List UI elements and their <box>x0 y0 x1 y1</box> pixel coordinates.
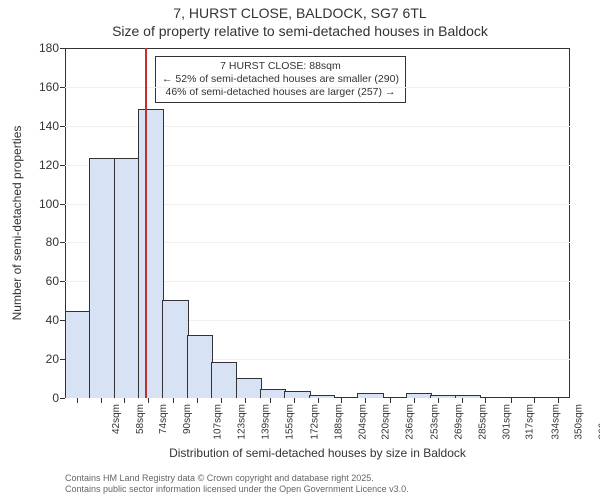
histogram-bar <box>260 389 286 398</box>
histogram-bar <box>162 300 188 398</box>
xtick-label: 123sqm <box>237 404 248 440</box>
histogram-bar <box>211 362 237 398</box>
xtick-label: 253sqm <box>430 404 441 440</box>
histogram-bar <box>65 311 91 398</box>
xtick-mark <box>77 398 78 403</box>
ytick-label: 20 <box>46 352 65 366</box>
ytick-label: 160 <box>39 80 65 94</box>
title-line-2: Size of property relative to semi-detach… <box>0 22 600 40</box>
histogram-bar <box>430 395 456 398</box>
xtick-label: 155sqm <box>284 404 295 440</box>
ytick-label: 180 <box>39 41 65 55</box>
ytick-label: 100 <box>39 197 65 211</box>
footer-line: Contains public sector information licen… <box>65 484 409 496</box>
xtick-mark <box>124 398 125 403</box>
xtick-label: 139sqm <box>261 404 272 440</box>
xtick-label: 350sqm <box>574 404 585 440</box>
footer-attribution: Contains HM Land Registry data © Crown c… <box>65 473 409 496</box>
histogram-bar <box>406 393 432 398</box>
histogram-bar <box>357 393 383 398</box>
histogram-bar <box>236 378 262 398</box>
histogram-bar <box>114 158 140 398</box>
y-axis-label: Number of semi-detached properties <box>10 126 24 321</box>
footer-line: Contains HM Land Registry data © Crown c… <box>65 473 409 485</box>
xtick-mark <box>197 398 198 403</box>
xtick-label: 90sqm <box>182 404 193 434</box>
xtick-mark <box>534 398 535 403</box>
xtick-mark <box>245 398 246 403</box>
xtick-label: 220sqm <box>381 404 392 440</box>
annotation-line: ← 52% of semi-detached houses are smalle… <box>162 73 399 86</box>
xtick-mark <box>390 398 391 403</box>
ytick-label: 0 <box>52 391 65 405</box>
chart-container: 7, HURST CLOSE, BALDOCK, SG7 6TL Size of… <box>0 0 600 500</box>
axis-right <box>569 48 570 398</box>
annotation-line: 46% of semi-detached houses are larger (… <box>162 86 399 99</box>
annotation-box: 7 HURST CLOSE: 88sqm← 52% of semi-detach… <box>155 56 406 103</box>
xtick-mark <box>294 398 295 403</box>
xtick-mark <box>511 398 512 403</box>
xtick-label: 204sqm <box>357 404 368 440</box>
x-axis-label: Distribution of semi-detached houses by … <box>169 446 466 460</box>
axis-top <box>65 48 570 49</box>
xtick-label: 107sqm <box>213 404 224 440</box>
xtick-label: 301sqm <box>501 404 512 440</box>
histogram-bar <box>138 109 164 398</box>
ytick-label: 140 <box>39 119 65 133</box>
xtick-mark <box>485 398 486 403</box>
ytick-label: 40 <box>46 313 65 327</box>
xtick-mark <box>462 398 463 403</box>
histogram-bar <box>89 158 115 398</box>
gridline <box>65 87 570 88</box>
xtick-mark <box>558 398 559 403</box>
xtick-label: 269sqm <box>454 404 465 440</box>
xtick-mark <box>414 398 415 403</box>
xtick-label: 172sqm <box>310 404 321 440</box>
xtick-label: 334sqm <box>550 404 561 440</box>
ytick-label: 80 <box>46 235 65 249</box>
histogram-bar <box>309 395 335 398</box>
xtick-label: 188sqm <box>333 404 344 440</box>
xtick-label: 236sqm <box>405 404 416 440</box>
annotation-line: 7 HURST CLOSE: 88sqm <box>162 60 399 73</box>
xtick-mark <box>270 398 271 403</box>
xtick-label: 74sqm <box>158 404 169 434</box>
xtick-label: 317sqm <box>525 404 536 440</box>
xtick-mark <box>221 398 222 403</box>
ytick-label: 120 <box>39 158 65 172</box>
xtick-mark <box>173 398 174 403</box>
xtick-mark <box>101 398 102 403</box>
reference-line <box>145 48 147 398</box>
title-block: 7, HURST CLOSE, BALDOCK, SG7 6TL Size of… <box>0 4 600 40</box>
plot-area: 7 HURST CLOSE: 88sqm← 52% of semi-detach… <box>65 48 570 398</box>
xtick-label: 58sqm <box>135 404 146 434</box>
title-line-1: 7, HURST CLOSE, BALDOCK, SG7 6TL <box>0 4 600 22</box>
xtick-mark <box>438 398 439 403</box>
xtick-mark <box>318 398 319 403</box>
xtick-label: 42sqm <box>111 404 122 434</box>
xtick-mark <box>148 398 149 403</box>
ytick-label: 60 <box>46 274 65 288</box>
histogram-bar <box>455 395 481 398</box>
xtick-label: 285sqm <box>477 404 488 440</box>
xtick-mark <box>341 398 342 403</box>
xtick-mark <box>365 398 366 403</box>
histogram-bar <box>187 335 213 398</box>
histogram-bar <box>284 391 310 398</box>
